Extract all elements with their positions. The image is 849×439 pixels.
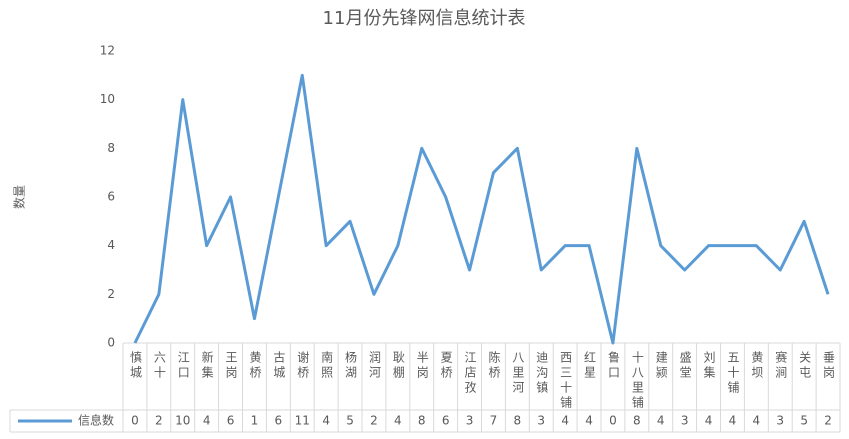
- y-tick-label: 4: [107, 238, 115, 252]
- table-value: 2: [824, 414, 832, 428]
- table-value: 4: [561, 414, 569, 428]
- table-value: 0: [609, 414, 617, 428]
- y-tick-label: 0: [107, 336, 115, 350]
- table-value: 10: [175, 414, 190, 428]
- x-tick-label: 夏桥: [439, 351, 453, 381]
- x-tick-label: 陈桥: [487, 350, 501, 381]
- table-value: 4: [729, 414, 737, 428]
- table-value: 4: [657, 414, 665, 428]
- table-value: 2: [370, 414, 378, 428]
- table-value: 8: [633, 414, 641, 428]
- x-tick-label: 谢桥: [296, 350, 310, 381]
- x-tick-label: 关屯: [798, 351, 812, 381]
- x-tick-label: 建颍: [654, 351, 668, 381]
- table-value: 4: [394, 414, 402, 428]
- x-tick-label: 新集: [200, 350, 214, 381]
- x-tick-label: 黄坝: [750, 351, 764, 381]
- table-value: 5: [800, 414, 808, 428]
- y-tick-label: 2: [107, 287, 115, 301]
- x-tick-label: 江店孜: [463, 351, 477, 396]
- x-tick-label: 迪沟镇: [535, 351, 549, 396]
- y-tick-label: 12: [100, 44, 115, 58]
- x-tick-label: 润河: [367, 351, 381, 381]
- table-value: 3: [537, 414, 545, 428]
- x-tick-label: 古城: [272, 350, 286, 381]
- x-tick-label: 红星: [583, 350, 597, 381]
- x-tick-label: 八里河: [511, 351, 525, 396]
- table-value: 0: [131, 414, 139, 428]
- table-value: 3: [466, 414, 474, 428]
- y-tick-label: 8: [107, 141, 115, 155]
- x-tick-label: 半岗: [415, 351, 429, 381]
- table-value: 4: [705, 414, 713, 428]
- table-value: 5: [346, 414, 354, 428]
- x-tick-label: 西三十铺: [559, 351, 573, 411]
- table-value: 4: [753, 414, 761, 428]
- x-tick-label: 盛堂: [678, 350, 692, 381]
- table-value: 4: [322, 414, 330, 428]
- x-tick-label: 黄桥: [248, 351, 262, 381]
- table-value: 3: [776, 414, 784, 428]
- x-tick-label: 垂岗: [822, 351, 836, 381]
- legend-label: 信息数: [78, 413, 114, 428]
- x-tick-label: 耿棚: [391, 351, 405, 381]
- x-tick-label: 慎城: [128, 351, 142, 381]
- x-tick-label: 赛涧: [774, 350, 788, 381]
- table-value: 2: [155, 414, 163, 428]
- x-tick-label: 刘集: [702, 351, 716, 381]
- y-axis-title: 数量: [12, 185, 27, 209]
- table-value: 7: [490, 414, 498, 428]
- y-tick-label: 10: [100, 92, 115, 106]
- x-tick-label: 十八里铺: [630, 351, 644, 411]
- table-value: 6: [275, 414, 283, 428]
- x-tick-label: 六十: [152, 351, 166, 381]
- table-value: 4: [203, 414, 211, 428]
- table-value: 11: [295, 414, 310, 428]
- chart-title: 11月份先锋网信息统计表: [323, 8, 526, 29]
- table-value: 8: [418, 414, 426, 428]
- table-value: 4: [585, 414, 593, 428]
- table-value: 6: [227, 414, 235, 428]
- line: [133, 73, 830, 345]
- table-value: 8: [514, 414, 522, 428]
- x-tick-label: 杨湖: [344, 350, 358, 381]
- x-tick-label: 王岗: [224, 351, 238, 381]
- x-tick-label: 南照: [320, 350, 334, 381]
- y-tick-label: 6: [107, 190, 115, 204]
- x-tick-label: 五十铺: [726, 351, 740, 396]
- table-value: 1: [251, 414, 259, 428]
- table-value: 3: [681, 414, 689, 428]
- x-tick-label: 鲁口: [606, 351, 620, 381]
- x-tick-label: 江口: [176, 351, 190, 381]
- table-value: 6: [442, 414, 450, 428]
